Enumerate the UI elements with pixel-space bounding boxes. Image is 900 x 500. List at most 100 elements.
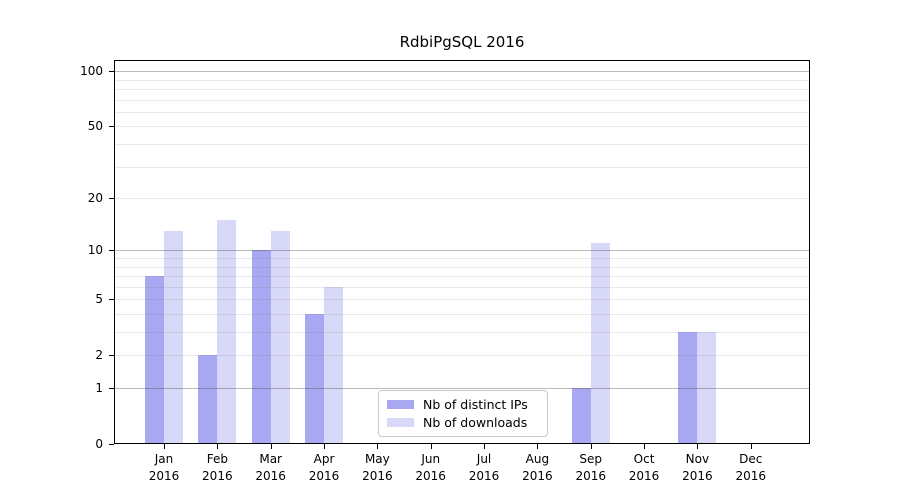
x-tick-label-line: Sep: [579, 452, 603, 466]
x-tick-label: Nov 2016: [670, 451, 724, 485]
y-tick: [109, 388, 114, 389]
x-tick-label: Jul 2016: [457, 451, 511, 485]
legend-entry-downloads: Nb of downloads: [387, 414, 539, 431]
x-tick-label-line: May: [364, 452, 390, 466]
x-tick: [324, 444, 326, 449]
y-tick: [109, 126, 114, 128]
legend-label-downloads: Nb of downloads: [423, 415, 528, 430]
x-tick-label-line: Oct: [633, 452, 655, 466]
y-tick-label: 0: [95, 437, 103, 451]
y-tick: [109, 444, 114, 445]
legend: Nb of distinct IPs Nb of downloads: [378, 390, 548, 437]
x-tick-label-line: 2016: [202, 469, 233, 483]
gridline-minor: [114, 266, 810, 268]
gridline-minor: [114, 355, 810, 357]
gridline-major: [114, 388, 810, 389]
bar-downloads-mar: [270, 230, 290, 444]
x-tick-label-line: 2016: [628, 469, 660, 483]
x-tick: [430, 444, 432, 449]
y-tick-label: 50: [87, 119, 103, 134]
x-tick: [750, 444, 752, 449]
x-tick: [697, 444, 699, 449]
gridline-minor: [114, 332, 810, 333]
gridline-minor: [114, 89, 810, 90]
y-tick-label: 2: [95, 348, 103, 363]
y-tick: [109, 355, 114, 357]
y-tick: [109, 299, 114, 301]
x-tick-label-line: 2016: [468, 469, 500, 483]
x-tick-label-line: Apr: [313, 452, 335, 466]
y-tick-label: 1: [95, 381, 103, 395]
x-tick: [164, 444, 165, 449]
x-tick-label-line: Aug: [525, 452, 550, 466]
bar-ips-apr: [305, 313, 325, 444]
x-tick-label-line: 2016: [255, 469, 286, 483]
x-tick: [484, 444, 486, 449]
gridline-major: [114, 71, 810, 73]
bar-downloads-jan: [164, 230, 183, 444]
x-tick-label-line: 2016: [308, 469, 340, 483]
bar-downloads-sep: [590, 243, 610, 444]
x-tick-label-line: 2016: [575, 469, 606, 483]
x-tick-label-line: Nov: [685, 452, 710, 466]
bar-downloads-apr: [324, 286, 344, 444]
gridline-major: [114, 250, 810, 252]
chart-title: RdbiPgSQL 2016: [399, 33, 525, 51]
x-tick-label-line: Jul: [476, 452, 492, 466]
legend-entry-distinct-ips: Nb of distinct IPs: [387, 396, 539, 413]
x-tick-label: Dec 2016: [724, 451, 778, 485]
y-tick: [109, 71, 114, 73]
gridline-minor: [114, 257, 810, 259]
x-tick-label: May 2016: [350, 451, 404, 485]
x-tick: [217, 444, 219, 449]
x-tick-label: Jun 2016: [404, 451, 458, 485]
gridline-minor: [114, 79, 810, 81]
x-tick-label-line: 2016: [415, 469, 446, 483]
x-tick-label: Aug 2016: [510, 451, 564, 485]
x-tick-label-line: 2016: [362, 469, 393, 483]
bar-downloads-feb: [217, 220, 237, 444]
x-tick: [644, 444, 646, 449]
x-tick: [537, 444, 539, 449]
gridline-minor: [114, 313, 810, 315]
x-tick-label: Sep 2016: [564, 451, 618, 485]
gridline-minor: [114, 198, 810, 200]
bar-ips-sep: [571, 388, 591, 444]
x-tick-label-line: Jun: [421, 452, 441, 466]
bar-ips-mar: [251, 250, 271, 444]
x-tick-label: Jan 2016: [137, 451, 191, 485]
gridline-minor: [114, 299, 810, 301]
y-tick-label: 10: [87, 243, 103, 258]
x-tick: [377, 444, 379, 449]
legend-swatch-downloads-icon: [387, 418, 414, 427]
x-tick-label-line: Dec: [739, 452, 763, 466]
bar-ips-jan: [145, 276, 164, 444]
gridline-minor: [114, 144, 810, 145]
gridline-minor: [114, 286, 810, 288]
x-tick-label-line: 2016: [682, 469, 713, 483]
bar-downloads-nov: [697, 332, 717, 444]
x-tick: [270, 444, 272, 449]
y-tick-label: 5: [95, 292, 103, 307]
x-tick-label: Oct 2016: [617, 451, 671, 485]
y-tick: [109, 198, 114, 200]
legend-swatch-distinct-ips-icon: [387, 400, 414, 409]
x-tick-label-line: 2016: [148, 469, 180, 483]
bar-ips-feb: [198, 355, 218, 444]
x-tick-label: Mar 2016: [244, 451, 298, 485]
gridline-minor: [114, 276, 810, 278]
gridline-minor: [114, 111, 810, 113]
gridline-minor: [114, 126, 810, 128]
x-tick-label-line: Jan: [154, 452, 174, 466]
y-tick: [109, 250, 114, 252]
x-tick-label-line: Mar: [259, 452, 282, 466]
y-tick-label: 20: [87, 191, 103, 206]
x-tick-label: Apr 2016: [297, 451, 351, 485]
y-tick-label: 100: [80, 64, 103, 79]
legend-label-distinct-ips: Nb of distinct IPs: [423, 397, 528, 412]
x-tick: [590, 444, 592, 449]
x-tick-label-line: Feb: [206, 452, 228, 466]
bar-ips-nov: [678, 332, 698, 444]
gridline-minor: [114, 99, 810, 101]
